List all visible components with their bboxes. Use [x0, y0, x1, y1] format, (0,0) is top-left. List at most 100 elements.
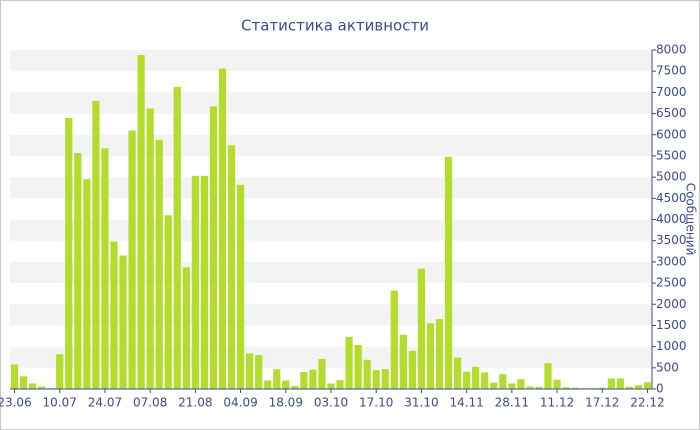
bar: [209, 106, 218, 389]
x-tick-label: 28.11: [495, 396, 529, 410]
bar: [300, 372, 308, 389]
x-tick-label: 07.08: [133, 396, 167, 410]
x-tick-label: 18.09: [269, 396, 303, 410]
bar: [616, 378, 624, 389]
bar: [191, 175, 199, 389]
x-tick-label: 31.10: [404, 396, 438, 410]
bar: [553, 379, 561, 389]
x-tick-label: 04.09: [223, 396, 257, 410]
bar: [119, 255, 127, 389]
x-tick-label: 17.12: [585, 396, 619, 410]
y-tick-label: 4000: [656, 212, 687, 226]
bar: [508, 383, 516, 389]
bar: [227, 145, 236, 389]
bar: [444, 156, 453, 389]
bar: [544, 363, 552, 389]
grid-band: [10, 198, 652, 220]
x-tick-label: 21.08: [178, 396, 212, 410]
y-tick-label: 5000: [656, 170, 687, 184]
bar: [146, 108, 154, 389]
grid-band: [10, 71, 652, 93]
y-tick-label: 3000: [656, 254, 687, 268]
bar: [345, 336, 353, 389]
grid-band: [10, 113, 652, 135]
bar: [399, 334, 407, 389]
bar: [336, 380, 344, 389]
x-tick-label: 23.06: [0, 396, 32, 410]
bar: [128, 130, 136, 389]
bar: [173, 86, 181, 390]
bar: [164, 215, 172, 389]
y-tick-label: 7500: [656, 64, 687, 78]
bar: [291, 386, 299, 389]
x-tick-label: 24.07: [88, 396, 122, 410]
y-tick-label: 0: [656, 382, 664, 396]
bar: [526, 386, 534, 389]
chart-title: Статистика активности: [241, 17, 429, 35]
bar: [490, 382, 498, 389]
bar: [309, 369, 317, 389]
bar: [246, 353, 254, 389]
y-tick-label: 8000: [656, 43, 687, 57]
y-tick-label: 6000: [656, 127, 687, 141]
bar: [598, 387, 606, 389]
bar: [463, 371, 471, 389]
y-tick-label: 2000: [656, 297, 687, 311]
bar: [390, 290, 398, 389]
bar: [571, 387, 579, 389]
y-tick-label: 7000: [656, 85, 687, 99]
bar: [372, 369, 380, 389]
bar: [29, 383, 37, 389]
bar: [56, 354, 64, 389]
bar: [200, 175, 209, 389]
bar: [273, 369, 281, 389]
x-tick-label: 03.10: [314, 396, 348, 410]
bar: [408, 350, 416, 389]
bar: [38, 386, 46, 389]
x-tick-label: 14.11: [449, 396, 483, 410]
bar: [363, 359, 371, 389]
bar: [327, 383, 335, 389]
grid-band: [10, 177, 652, 199]
y-tick-label: 5500: [656, 148, 687, 162]
bar: [155, 139, 163, 389]
bar: [354, 344, 362, 389]
bar: [255, 355, 263, 389]
grid-band: [10, 134, 652, 156]
bar: [182, 267, 190, 389]
grid-band: [10, 50, 652, 72]
bar: [74, 152, 82, 389]
x-tick-label: 22.12: [630, 396, 664, 410]
bar: [236, 184, 245, 389]
y-tick-label: 1500: [656, 318, 687, 332]
bar: [426, 323, 435, 389]
bar: [264, 380, 272, 389]
bar: [643, 382, 652, 389]
bar: [137, 55, 145, 390]
bar: [625, 386, 633, 389]
y-tick-label: 4500: [656, 191, 687, 205]
bar: [92, 100, 100, 389]
bar: [607, 378, 615, 389]
bar: [318, 358, 326, 389]
bar: [453, 357, 462, 389]
grid-band: [10, 155, 652, 178]
bar: [65, 117, 73, 390]
bar: [417, 268, 426, 389]
bar: [83, 179, 91, 389]
bar: [10, 364, 19, 389]
bar: [634, 385, 643, 389]
y-tick-label: 6500: [656, 106, 687, 120]
bar: [517, 379, 525, 389]
bar: [101, 148, 109, 389]
bar: [282, 380, 290, 389]
bar: [218, 68, 227, 390]
x-tick-label: 17.10: [359, 396, 393, 410]
y-tick-label: 1000: [656, 339, 687, 353]
x-tick-label: 11.12: [540, 396, 574, 410]
bar: [381, 369, 389, 389]
y-axis-label: Сообщений: [684, 183, 698, 256]
bar: [481, 372, 489, 389]
bar: [19, 376, 28, 389]
